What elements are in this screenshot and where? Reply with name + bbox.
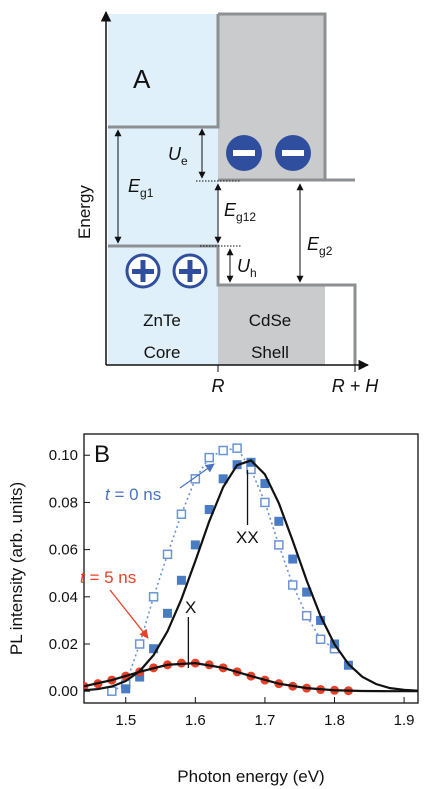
marker [303, 612, 311, 620]
marker [205, 454, 213, 462]
marker [261, 498, 269, 506]
y-axis-label: PL intensity (arb. units) [7, 482, 26, 655]
series-line [84, 663, 418, 691]
material-label: CdSe [249, 311, 292, 330]
annotation: t = 0 ns [105, 485, 161, 504]
marker [136, 640, 144, 648]
annotation-arrow [110, 590, 148, 638]
x-tick-label: 1.8 [324, 712, 345, 729]
figure: A Energy ZnTe Core CdSe Shell R R + H Eg… [0, 0, 427, 789]
material-label: ZnTe [143, 311, 181, 330]
symbol-label: Eg2 [307, 234, 333, 258]
marker [288, 555, 297, 564]
panel-label: A [133, 64, 151, 94]
x-axis-label: Photon energy (eV) [177, 767, 324, 786]
electron [275, 135, 311, 171]
annotation-text: = 5 ns [85, 568, 137, 587]
y-tick-label: 0.04 [49, 589, 78, 606]
marker [177, 576, 186, 585]
x-tick-label: R [212, 376, 225, 396]
marker [275, 541, 283, 549]
annotation-arrow [180, 464, 214, 488]
subscript: g12 [236, 210, 256, 224]
marker [108, 687, 116, 695]
hole [127, 255, 159, 287]
x-tick-label: 1.7 [254, 712, 275, 729]
marker [164, 550, 172, 558]
x-tick-label: 1.6 [185, 712, 206, 729]
panel-label: B [94, 441, 110, 468]
marker [121, 684, 130, 693]
x-tick-label: R + H [332, 376, 380, 396]
marker [191, 540, 200, 549]
annotation: X [185, 598, 196, 617]
page: A Energy ZnTe Core CdSe Shell R R + H Eg… [0, 0, 427, 789]
symbol-label: Eg12 [224, 200, 256, 224]
marker [289, 581, 297, 589]
annotation: XX [236, 528, 259, 547]
electron [226, 135, 262, 171]
subscript: e [181, 154, 188, 168]
symbol-label: Uh [237, 256, 257, 280]
marker [233, 444, 241, 452]
y-tick-label: 0.10 [49, 447, 78, 464]
x-tick-label: 1.5 [115, 712, 136, 729]
axis-label: Energy [75, 185, 94, 239]
annotation-text: X [185, 598, 196, 617]
marker [219, 447, 227, 455]
annotation: t = 5 ns [80, 568, 136, 587]
y-tick-label: 0.02 [49, 636, 78, 653]
symbol: U [237, 256, 251, 276]
subscript: g2 [319, 244, 333, 258]
region-label: Core [144, 343, 181, 362]
marker [274, 517, 283, 526]
subscript: h [250, 266, 257, 280]
marker [177, 510, 185, 518]
symbol: U [168, 144, 182, 164]
y-tick-label: 0.08 [49, 494, 78, 511]
hole [174, 255, 206, 287]
marker [317, 635, 325, 643]
marker [163, 609, 172, 618]
y-tick-label: 0.06 [49, 542, 78, 559]
annotation-text: XX [236, 528, 259, 547]
subscript: g1 [140, 186, 154, 200]
region-label: Shell [251, 343, 289, 362]
marker [150, 593, 158, 601]
x-tick-label: 1.9 [394, 712, 415, 729]
y-tick-label: 0.00 [49, 683, 78, 700]
annotation-text: = 0 ns [110, 485, 162, 504]
